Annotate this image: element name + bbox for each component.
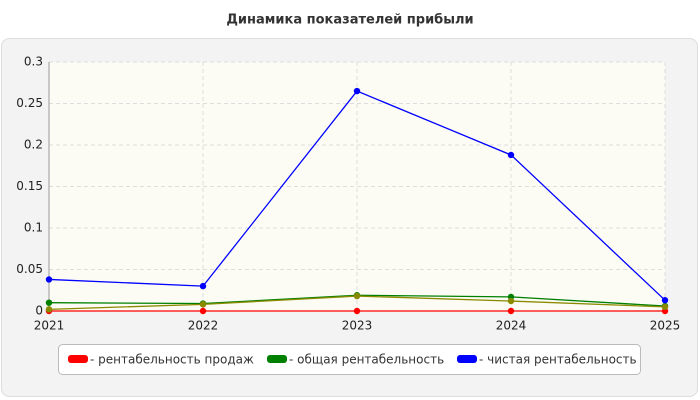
point xyxy=(199,282,207,290)
legend-label: - чистая рентабельность xyxy=(479,353,637,367)
x-tick-label: 2021 xyxy=(34,319,65,333)
x-tick-label: 2025 xyxy=(650,319,681,333)
point xyxy=(507,297,515,305)
point xyxy=(45,306,53,313)
point xyxy=(353,307,361,315)
point xyxy=(661,303,669,311)
point xyxy=(507,151,515,159)
y-tick-label: 0.3 xyxy=(24,55,43,69)
legend-swatch xyxy=(457,355,477,363)
y-tick-label: 0.1 xyxy=(24,221,43,235)
point xyxy=(199,301,207,308)
y-tick-label: 0 xyxy=(35,304,43,318)
x-tick-label: 2022 xyxy=(188,319,219,333)
y-tick-label: 0.2 xyxy=(24,138,43,152)
y-tick-label: 0.05 xyxy=(16,262,43,276)
x-tick-label: 2023 xyxy=(342,319,373,333)
point xyxy=(45,276,53,283)
point xyxy=(353,87,361,95)
legend-label: - рентабельность продаж xyxy=(90,353,254,367)
point xyxy=(507,307,515,315)
legend-swatch xyxy=(68,355,88,363)
point xyxy=(45,299,53,306)
y-tick-label: 0.25 xyxy=(16,96,43,110)
point xyxy=(661,297,669,304)
legend-box xyxy=(58,344,641,375)
x-tick-label: 2024 xyxy=(496,319,527,333)
y-tick-label: 0.15 xyxy=(16,179,43,193)
point xyxy=(199,307,207,315)
chart-title: Динамика показателей прибыли xyxy=(226,13,473,28)
point xyxy=(353,292,361,300)
legend-swatch xyxy=(267,355,287,363)
legend-label: - общая рентабельность xyxy=(289,353,444,367)
